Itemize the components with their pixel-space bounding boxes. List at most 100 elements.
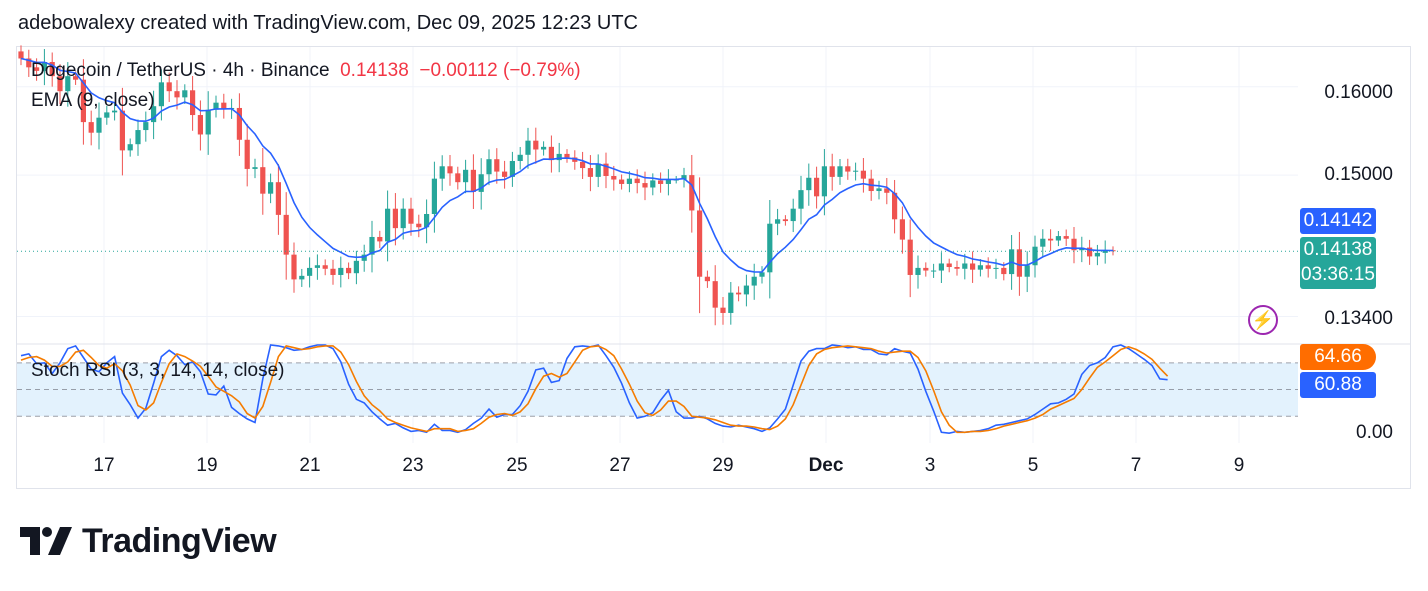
candle-body [151,106,157,123]
last-price-tag: 0.14138 03:36:15 [1300,237,1376,289]
candle-body [283,214,289,255]
chart-attribution: adebowalexy created with TradingView.com… [18,12,638,34]
candle-body [361,254,367,261]
candle-body [899,219,905,240]
candle-body [416,223,422,228]
ema-legend[interactable]: EMA (9, close) [31,90,155,111]
x-axis-label: 27 [609,455,631,476]
stoch-d-line [20,345,1169,434]
candle-body [330,268,336,275]
candle-body [213,102,219,110]
x-axis-label: 25 [506,455,528,476]
candle-body [938,263,944,271]
candle-body [470,169,476,192]
candle-body [174,91,180,98]
candle-body [962,263,968,269]
candle-body [806,177,812,191]
candle-body [790,208,796,222]
candle-body [408,208,414,224]
candle-body [892,192,898,220]
candle-body [743,285,749,295]
candle-body [517,154,523,161]
candle-body [18,51,24,59]
candle-body [275,182,281,215]
candle-body [369,236,375,255]
candle-body [486,159,492,175]
candle-body [1063,236,1069,239]
x-axis-label: 9 [1233,455,1245,476]
candle-body [34,67,40,71]
candle-body [41,62,47,71]
candle-body [837,166,843,177]
candle-body [1040,238,1046,247]
candle-body [455,173,461,183]
candle-body [65,76,71,92]
candle-body [665,179,671,184]
bar-countdown: 03:36:15 [1301,264,1375,285]
candle-body [338,267,344,275]
candle-body [525,140,531,155]
price-axis-label: 0.16000 [1324,82,1393,103]
x-axis-label: 19 [196,455,218,476]
candle-body [634,178,640,184]
ema-line [20,57,1114,273]
symbol-legend[interactable]: Dogecoin / TetherUS · 4h · Binance 0.141… [31,60,581,82]
candle-body [681,175,687,180]
candle-body [782,219,788,222]
candle-body [73,76,79,80]
candle-body [1032,246,1038,266]
candle-body [57,76,63,92]
candle-body [915,267,921,275]
candle-body [1087,247,1093,257]
candle-body [268,182,274,194]
candle-body [478,174,484,192]
flash-icon[interactable]: ⚡ [1248,305,1278,335]
stoch-rsi-legend[interactable]: Stoch RSI (3, 3, 14, 14, close) [31,360,285,381]
candle-body [580,161,586,169]
candle-body [88,122,94,133]
candle-body [775,219,781,224]
candle-body [993,267,999,269]
candle-body [431,178,437,214]
x-axis-label: 17 [93,455,115,476]
candle-body [392,208,398,229]
stoch-k-tag: 60.88 [1300,372,1376,398]
candle-body [564,153,570,158]
candle-body [502,171,508,177]
candle-body [821,166,827,197]
candle-body [572,157,578,162]
candle-body [127,144,133,151]
candle-body [759,272,765,277]
candle-body [143,122,149,131]
candle-body [463,169,469,183]
candle-body [322,265,328,269]
candle-body [923,267,929,271]
candle-body [704,276,710,282]
candle-body [650,180,656,188]
candle-body [946,263,952,268]
candle-body [166,82,172,92]
candle-body [307,267,313,276]
candle-body [439,166,445,179]
candle-body [424,213,430,228]
candle-body [1055,236,1061,241]
price-change: −0.00112 (−0.79%) [419,60,581,81]
candle-body [1094,252,1100,257]
symbol-title[interactable]: Dogecoin / TetherUS · 4h · Binance [31,60,330,81]
candle-body [977,265,983,270]
candle-body [587,168,593,177]
candle-body [541,146,547,150]
candle-body [985,265,991,269]
candle-body [533,140,539,150]
candle-body [1024,265,1030,277]
candle-body [158,82,164,107]
candle-body [931,270,937,272]
last-price: 0.14138 [340,60,409,81]
candle-body [112,110,118,113]
candle-body [1048,238,1054,241]
rsi-axis-label: 0.00 [1356,422,1393,443]
candle-body [611,176,617,180]
tradingview-logo[interactable]: TradingView [20,522,277,561]
candle-body [626,178,632,184]
